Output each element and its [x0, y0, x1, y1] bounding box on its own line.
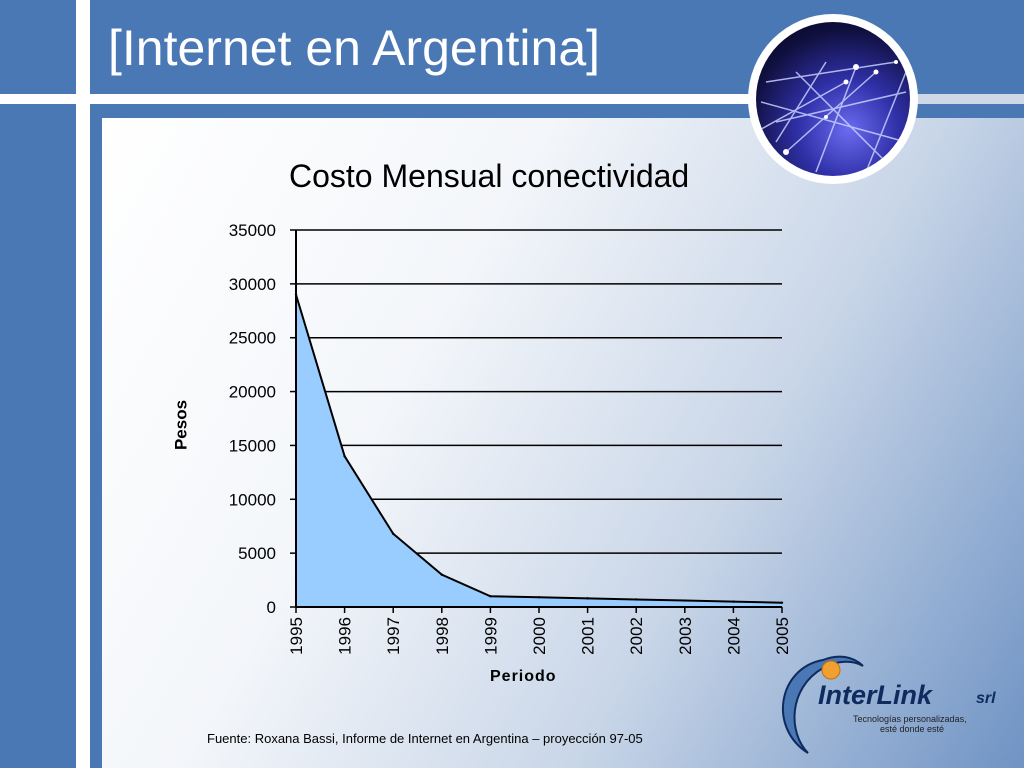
data-point: [489, 595, 492, 598]
x-tick-label: 2001: [579, 617, 598, 655]
y-axis-label: Pesos: [171, 400, 190, 450]
source-note: Fuente: Roxana Bassi, Informe de Interne…: [207, 731, 643, 746]
logo-swoosh: [782, 655, 864, 754]
x-tick-label: 2005: [773, 617, 792, 655]
area-chart: 0 5000 10000 15000 20000 25000 30000 35000 1995 1…: [229, 221, 792, 655]
x-tick-label: 1999: [481, 617, 500, 655]
x-tick-label: 2000: [530, 617, 549, 655]
horizontal-divider: [0, 94, 1024, 104]
x-tick-label: 2002: [627, 617, 646, 655]
y-tick-label: 20000: [229, 383, 276, 402]
data-point: [537, 596, 541, 599]
y-tick-label: 15000: [229, 436, 276, 455]
data-point: [440, 573, 443, 576]
area-series: [296, 294, 782, 607]
y-tick-label: 25000: [229, 329, 276, 348]
x-tick-label: 1998: [433, 617, 452, 655]
y-tick-label: 0: [267, 598, 276, 617]
data-point: [392, 532, 395, 535]
x-tick-label: 1996: [336, 617, 355, 655]
globe-image-frame: [748, 14, 918, 184]
chart-title: Costo Mensual conectividad: [289, 158, 690, 194]
x-tick-label: 1995: [287, 617, 306, 655]
y-tick-label: 30000: [229, 275, 276, 294]
interlink-logo-mark: [782, 655, 864, 754]
data-point: [683, 599, 686, 602]
content-panel: [102, 118, 1024, 768]
logo-orange-dot: [821, 660, 841, 680]
logo-tagline-2: esté donde esté: [880, 724, 945, 734]
y-tick-label: 35000: [229, 221, 276, 240]
left-band: [0, 0, 76, 768]
data-point: [635, 598, 638, 601]
data-point: [343, 455, 346, 458]
logo-tagline-1: Tecnologías personalizadas,: [853, 714, 967, 724]
logo-suffix: srl: [976, 690, 996, 707]
data-point: [780, 601, 784, 604]
network-globe-image: [756, 22, 910, 176]
data-point: [732, 600, 735, 603]
slide-title: [Internet en Argentina]: [108, 20, 601, 76]
x-axis-label: Periodo: [490, 668, 557, 685]
horizontal-divider-right: [910, 94, 1024, 104]
data-point: [586, 597, 589, 600]
x-tick-label: 2004: [724, 617, 743, 655]
x-tick-label: 1997: [384, 617, 403, 655]
y-tick-label: 10000: [229, 490, 276, 509]
x-tick-label: 2003: [676, 617, 695, 655]
logo-name: InterLink: [818, 680, 933, 710]
vertical-divider: [76, 0, 90, 768]
y-axis-label-text: Pesos: [171, 400, 190, 450]
y-tick-label: 5000: [238, 544, 276, 563]
